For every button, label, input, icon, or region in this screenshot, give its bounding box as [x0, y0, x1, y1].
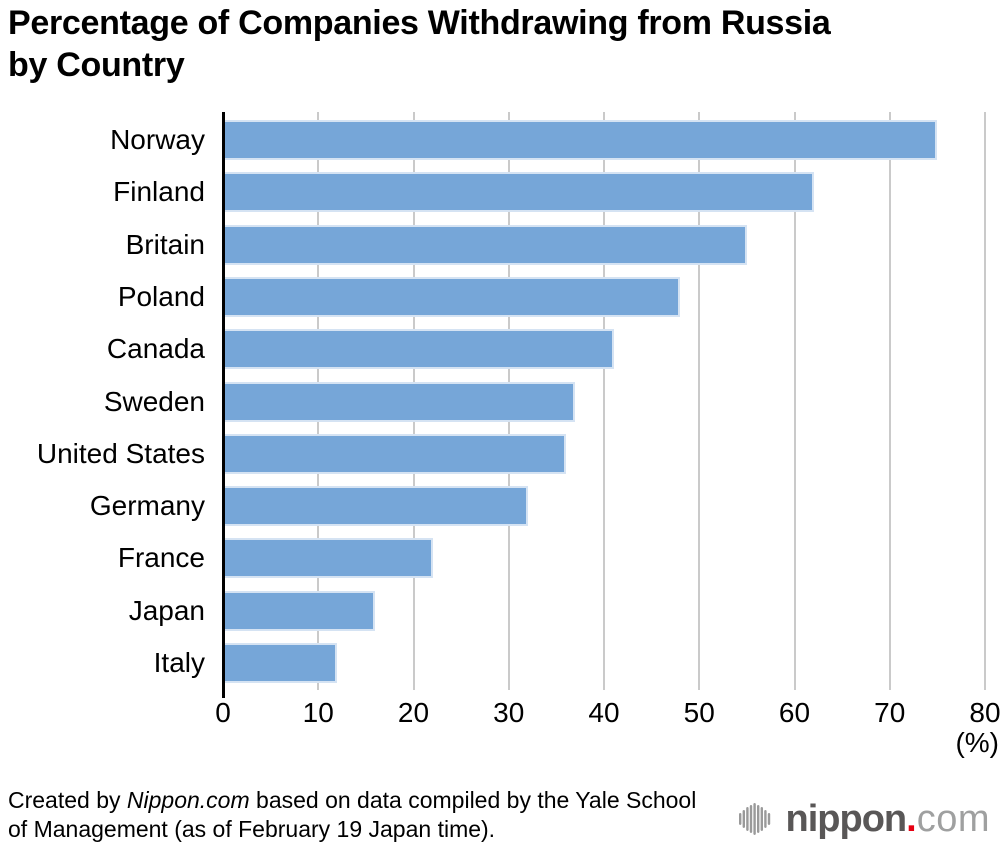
credit-suffix: based on data compiled by the Yale Schoo… [8, 787, 697, 842]
category-label-united-states: United States [36, 438, 205, 469]
credit-source: Nippon.com [126, 787, 250, 813]
x-axis-unit-label: (%) [955, 727, 999, 758]
bar-germany [223, 486, 528, 526]
bar-finland [223, 172, 814, 212]
gridline-60 [793, 112, 796, 690]
chart-title: Percentage of Companies Withdrawing from… [8, 2, 831, 86]
gridline-40 [603, 112, 605, 690]
credit-prefix: Created by [8, 787, 127, 813]
x-tick-label-30: 30 [493, 697, 525, 728]
plot-area [222, 112, 986, 698]
logo-red-dot: . [906, 798, 917, 840]
x-tick-label-50: 50 [683, 697, 715, 728]
category-label-canada: Canada [106, 333, 205, 364]
x-tick-label-40: 40 [588, 697, 620, 728]
x-tick-label-20: 20 [397, 697, 430, 728]
bar-united-states [223, 434, 566, 474]
category-label-britain: Britain [125, 229, 205, 260]
x-tick-label-60: 60 [778, 697, 811, 728]
category-label-norway: Norway [110, 124, 205, 155]
bar-italy [223, 643, 338, 683]
x-axis-tick-labels: 0 10 20 30 40 50 60 70 80 [215, 692, 1000, 732]
x-tick-label-0: 0 [215, 697, 231, 728]
bar-japan [223, 591, 376, 631]
gridline-80 [984, 112, 986, 690]
category-label-japan: Japan [128, 595, 205, 626]
logo-word-nippon: nippon [785, 798, 908, 840]
x-tick-label-80: 80 [969, 697, 1000, 728]
x-tick-label-70: 70 [874, 697, 906, 728]
bar-britain [223, 225, 747, 265]
chart-title-line-2: by Country [8, 46, 185, 84]
category-label-france: France [117, 542, 205, 573]
logo-word-com: com [916, 798, 990, 840]
category-axis-labels: Norway Finland Britain Poland Canada Sweden Un… [0, 112, 205, 692]
x-tick-label-10: 10 [302, 697, 334, 728]
category-label-poland: Poland [117, 281, 205, 312]
category-label-sweden: Sweden [103, 386, 205, 417]
waveform-bars-icon [738, 803, 770, 835]
gridline-70 [888, 112, 891, 690]
bar-sweden [223, 382, 576, 422]
bar-france [223, 538, 433, 578]
bar-canada [223, 329, 614, 369]
y-axis-line [222, 112, 225, 698]
bar-norway [223, 120, 938, 160]
nippon-com-logo: nippon.com [738, 799, 990, 839]
nippon-com-logotype: nippon.com [786, 799, 990, 839]
source-credit: Created by Nippon.com based on data comp… [8, 786, 700, 844]
gridline-50 [698, 112, 701, 690]
bar-poland [223, 277, 681, 317]
category-label-germany: Germany [89, 490, 205, 521]
chart-title-line-1: Percentage of Companies Withdrawing from… [8, 4, 831, 42]
category-label-finland: Finland [113, 176, 205, 207]
category-label-italy: Italy [153, 647, 205, 678]
